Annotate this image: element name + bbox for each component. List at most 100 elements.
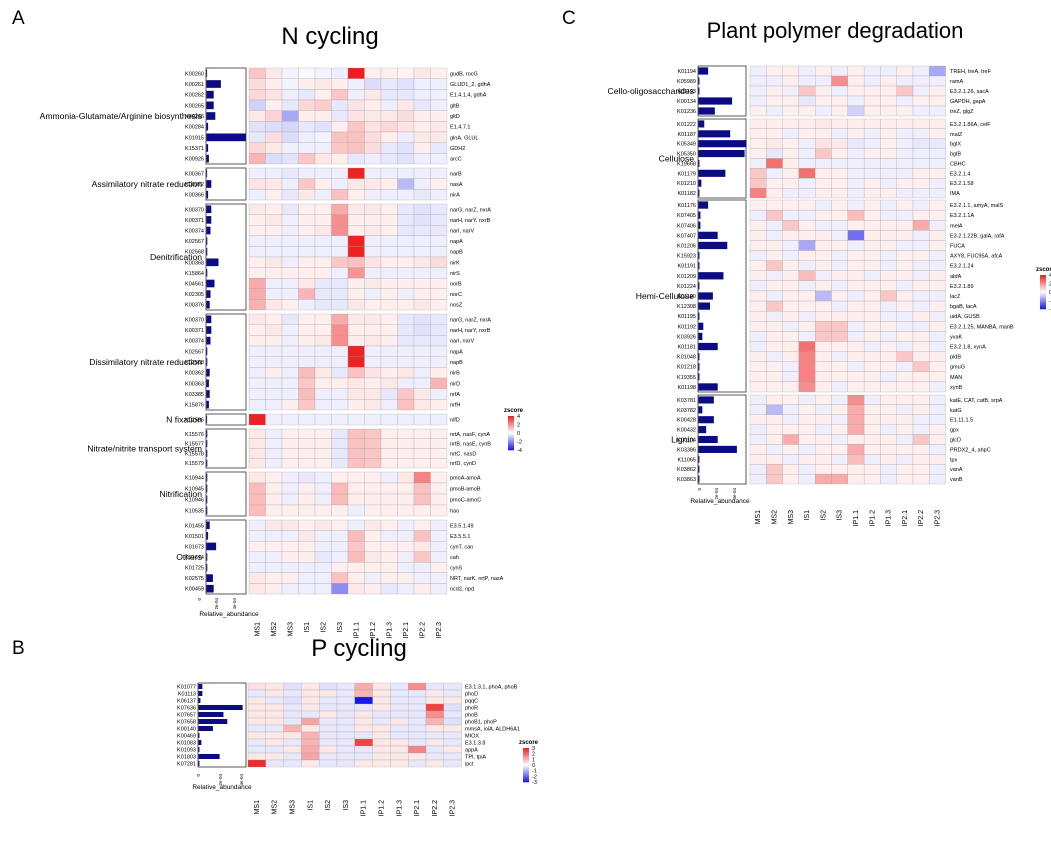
gene-label: GLUD1_2, gdhA (450, 82, 491, 88)
heatmap-cell (354, 689, 373, 698)
heatmap-cell (798, 454, 816, 465)
heatmap-cell (880, 168, 897, 179)
heatmap-cell (782, 148, 800, 159)
heatmap-cell (430, 67, 448, 79)
heatmap-cell (281, 572, 299, 584)
heatmap-cell (896, 65, 914, 77)
group-label: Assimilatory nitrate reduction (92, 179, 203, 189)
heatmap-cell (443, 731, 462, 740)
abundance-bar (698, 179, 702, 187)
ko-label: K01725 (185, 566, 204, 572)
heatmap-cell (301, 710, 320, 719)
ko-label: K01083 (177, 741, 196, 747)
heatmap-cell (408, 689, 427, 698)
heatmap-cell (331, 448, 349, 459)
heatmap-cell (782, 331, 800, 342)
heatmap-cell (390, 738, 409, 747)
heatmap-cell (831, 300, 848, 312)
heatmap-cell (397, 246, 415, 258)
heatmap-cell (281, 583, 299, 595)
heatmap-cell (880, 361, 897, 372)
heatmap-cell (248, 267, 266, 279)
heatmap-cell (430, 78, 448, 90)
sample-label: MS1 (254, 622, 261, 637)
heatmap-cell (880, 444, 897, 455)
heatmap-cell (248, 572, 266, 584)
legend-swatch (508, 423, 514, 426)
heatmap-cell (380, 153, 398, 165)
heatmap-cell (372, 682, 391, 691)
heatmap-cell (863, 434, 881, 445)
heatmap-cell (782, 280, 800, 292)
sample-label: IP1.1 (353, 622, 360, 638)
heatmap-cell (815, 331, 832, 342)
heatmap-cell (408, 717, 427, 726)
ko-label: K07406 (677, 223, 696, 229)
heatmap-cell (831, 178, 848, 189)
heatmap-cell (314, 235, 332, 247)
heatmap-cell (413, 235, 431, 247)
ko-label: K00371 (185, 328, 204, 334)
ko-label: K00367 (185, 171, 204, 177)
heatmap-cell (380, 504, 398, 517)
sample-label: IP1.1 (361, 800, 368, 816)
legend-tick: 2 (532, 752, 535, 758)
heatmap-cell (782, 188, 800, 199)
heatmap-cell (880, 331, 897, 342)
heatmap-cell (265, 448, 283, 459)
heatmap-cell (397, 142, 415, 154)
gene-label: glnA, GLUL (450, 135, 478, 141)
heatmap-cell (364, 299, 382, 311)
panel-letter: B (12, 638, 25, 659)
heatmap-cell (782, 394, 800, 406)
heatmap-cell (380, 335, 398, 347)
heatmap-cell (397, 399, 415, 411)
heatmap-cell (929, 473, 946, 485)
heatmap-cell (847, 85, 865, 97)
abundance-bar (206, 101, 214, 110)
heatmap-cell (798, 220, 816, 231)
heatmap-cell (831, 148, 848, 159)
legend-swatch (508, 439, 514, 442)
heatmap-cell (397, 235, 415, 247)
heatmap-cell (397, 482, 415, 495)
row-group: Ammonia-Glutamate/Arginine biosynthesisK… (40, 67, 491, 165)
heatmap-cell (749, 454, 767, 465)
legend-swatch (1040, 295, 1046, 297)
heatmap-cell (896, 381, 914, 393)
abundance-bar (698, 373, 700, 381)
heatmap-cell (430, 562, 448, 573)
ko-label: K15371 (185, 146, 204, 152)
sample-label: IP2.2 (419, 622, 426, 638)
heatmap-cell (815, 209, 832, 221)
heatmap-cell (815, 414, 832, 425)
heatmap-cell (314, 335, 332, 347)
heatmap-cell (798, 65, 816, 77)
bar-panel-frame (205, 519, 247, 595)
heatmap-cell (896, 199, 914, 211)
legend-swatch (508, 448, 514, 451)
heatmap-cell (929, 105, 946, 117)
heatmap-cell (863, 230, 881, 241)
heatmap-cell (298, 493, 316, 506)
heatmap-cell (380, 482, 398, 495)
heatmap-cell (347, 214, 365, 226)
heatmap-cell (782, 404, 800, 415)
heatmap-cell (782, 75, 800, 87)
gene-label: E3.1.3.1, phoA, phoB (465, 685, 518, 691)
heatmap-cell (248, 504, 266, 517)
heatmap-cell (298, 519, 316, 531)
heatmap-cell (298, 214, 316, 226)
heatmap-cell (782, 454, 800, 465)
legend-swatch (523, 776, 529, 778)
legend-swatch (1040, 280, 1046, 283)
heatmap-cell (347, 203, 365, 215)
legend-tick: 4 (517, 414, 520, 420)
heatmap-cell (766, 209, 783, 221)
abundance-bar (206, 473, 208, 482)
heatmap-cell (354, 745, 373, 754)
heatmap-cell (265, 562, 283, 573)
heatmap-cell (364, 458, 382, 469)
